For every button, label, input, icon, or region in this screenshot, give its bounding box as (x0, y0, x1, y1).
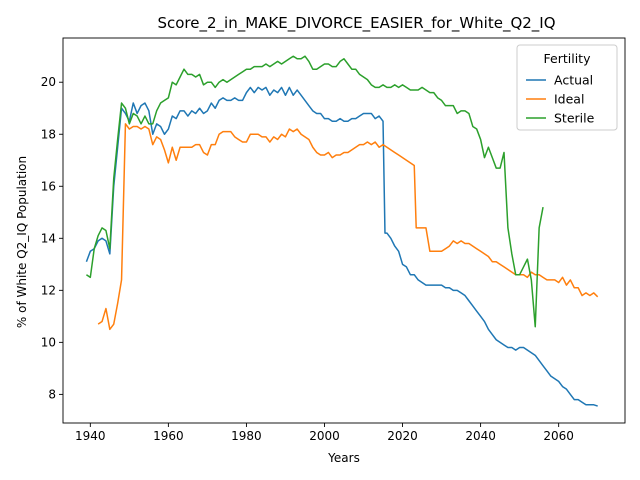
legend: Fertility Actual Ideal Sterile (516, 44, 618, 131)
x-tick-label: 1940 (75, 429, 106, 443)
x-tick-label: 2040 (465, 429, 496, 443)
plot-frame (62, 37, 626, 424)
y-tick-label: 14 (41, 231, 56, 245)
legend-title: Fertility (544, 51, 592, 66)
y-tick-label: 8 (48, 387, 56, 401)
legend-label-sterile: Sterile (554, 111, 595, 126)
x-axis: 1940 1960 1980 2000 2020 2040 2060 (75, 423, 574, 443)
series-line-actual (85, 86, 598, 407)
y-tick-label: 18 (41, 127, 56, 141)
legend-box (516, 44, 618, 131)
legend-items: Actual Ideal Sterile (526, 73, 595, 126)
y-tick-label: 12 (41, 283, 56, 297)
plot-lines (85, 55, 599, 407)
chart-title: Score_2_in_MAKE_DIVORCE_EASIER_for_White… (157, 14, 555, 33)
y-axis-label: % of White Q2_IQ Population (15, 156, 29, 328)
legend-label-ideal: Ideal (554, 92, 584, 107)
x-tick-label: 2060 (543, 429, 574, 443)
series-line-sterile (86, 55, 544, 328)
y-tick-label: 20 (41, 75, 56, 89)
x-tick-label: 2020 (387, 429, 418, 443)
series-line-ideal (97, 123, 599, 331)
x-tick-label: 1980 (231, 429, 262, 443)
y-axis: 8 10 12 14 16 18 20 (41, 75, 63, 401)
x-tick-label: 1960 (153, 429, 184, 443)
y-tick-label: 16 (41, 179, 56, 193)
x-axis-label: Years (327, 451, 360, 465)
legend-label-actual: Actual (554, 73, 593, 88)
y-tick-label: 10 (41, 335, 56, 349)
x-tick-label: 2000 (309, 429, 340, 443)
